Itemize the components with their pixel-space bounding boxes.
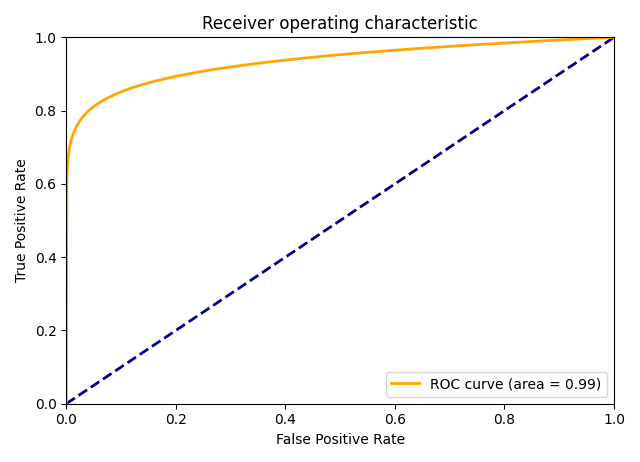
X-axis label: False Positive Rate: False Positive Rate — [276, 433, 404, 447]
ROC curve (area = 0.99) — [63, 401, 70, 407]
Legend: ROC curve (area = 0.99): ROC curve (area = 0.99) — [386, 371, 607, 397]
ROC curve (area = 0.99) — [118, 89, 126, 94]
Y-axis label: True Positive Rate: True Positive Rate — [15, 158, 29, 282]
Line: ROC curve (area = 0.99): ROC curve (area = 0.99) — [67, 37, 614, 404]
ROC curve (area = 0.99) — [303, 55, 311, 61]
ROC curve (area = 0.99) — [490, 41, 497, 46]
ROC curve (area = 0.99) — [499, 40, 507, 46]
ROC curve (area = 0.99) — [438, 44, 446, 49]
Title: Receiver operating characteristic: Receiver operating characteristic — [202, 15, 478, 33]
ROC curve (area = 0.99) — [284, 57, 292, 63]
ROC curve (area = 0.99) — [610, 35, 618, 40]
